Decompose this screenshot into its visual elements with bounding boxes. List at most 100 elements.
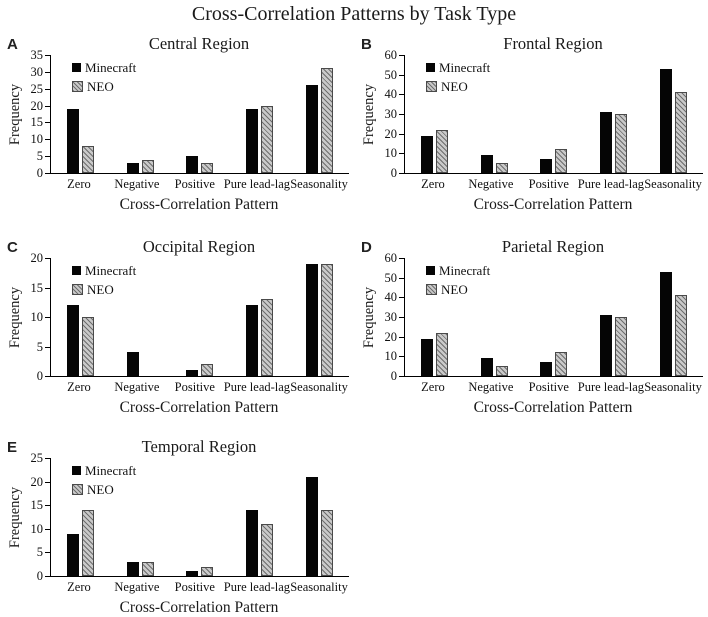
y-tick-label: 35 xyxy=(30,48,44,62)
x-tick-label: Zero xyxy=(421,380,445,394)
x-axis-title: Cross-Correlation Pattern xyxy=(119,599,279,616)
panel-B: B Frontal Region Frequency 60 50 40 30 20 10 0 Min… xyxy=(354,33,708,236)
bar-neo xyxy=(674,295,687,376)
bar-minecraft xyxy=(126,352,139,376)
bar-minecraft xyxy=(305,477,318,576)
bar-group xyxy=(643,258,703,376)
legend-item-minecraft: Minecraft xyxy=(426,58,490,77)
legend: Minecraft NEO xyxy=(426,58,490,96)
y-axis-label-text: Frequency xyxy=(7,286,24,348)
legend-swatch-neo-icon xyxy=(426,284,437,295)
y-tick-mark xyxy=(399,258,404,259)
bar-group xyxy=(584,55,644,173)
bar-minecraft xyxy=(600,315,613,376)
plot-column: Minecraft NEO Zero Negative Positive Pure lea… xyxy=(50,55,349,214)
chart-body: Frequency 25 20 15 10 5 0 Minecraft NEO Zero Negat… xyxy=(8,451,354,617)
x-tick-label: Seasonality xyxy=(290,177,348,191)
y-tick-mark xyxy=(45,346,50,348)
chart-title: Central Region xyxy=(148,34,250,53)
y-tick-label: 10 xyxy=(30,132,44,147)
legend-swatch-minecraft-icon xyxy=(72,266,81,275)
y-tick-label: 60 xyxy=(384,48,398,62)
plot-area: Minecraft NEO xyxy=(404,258,703,377)
y-axis-label-text: Frequency xyxy=(361,83,378,145)
bar-group xyxy=(51,55,111,173)
legend-swatch-minecraft-icon xyxy=(72,63,81,72)
y-tick-mark xyxy=(399,94,404,96)
legend-label: NEO xyxy=(441,78,468,94)
y-tick-label: 50 xyxy=(384,270,398,285)
bar-minecraft xyxy=(305,85,318,173)
bar-minecraft xyxy=(246,109,259,173)
y-tick-label: 15 xyxy=(30,280,44,295)
y-tick-mark xyxy=(45,88,50,90)
legend-label: NEO xyxy=(87,78,114,94)
legend-swatch-minecraft-icon xyxy=(426,266,435,275)
x-tick-label: Positive xyxy=(174,380,215,394)
y-tick-mark xyxy=(399,336,404,338)
y-tick-label: 60 xyxy=(384,251,398,265)
y-tick-mark xyxy=(45,528,50,530)
y-tick-label: 25 xyxy=(30,451,44,465)
bar-group xyxy=(289,258,349,376)
x-tick-label: Zero xyxy=(67,380,91,394)
bar-minecraft xyxy=(186,156,199,173)
y-tick-mark xyxy=(45,552,50,554)
bar-neo xyxy=(495,366,508,376)
bar-minecraft xyxy=(659,272,672,376)
bar-neo xyxy=(141,160,154,173)
y-axis: 35 30 25 20 15 10 5 0 xyxy=(24,48,50,180)
bar-neo xyxy=(555,149,568,173)
x-tick-label: Pure lead-lag xyxy=(223,380,291,394)
y-tick-label: 10 xyxy=(384,146,398,161)
plot-column: Minecraft NEO Zero Negative Positive Pure lea… xyxy=(50,258,349,417)
bar-neo xyxy=(674,92,687,173)
plot-column: Minecraft NEO Zero Negative Positive Pure lea… xyxy=(50,458,349,617)
chart-title: Occipital Region xyxy=(142,237,256,256)
y-tick-label: 10 xyxy=(30,521,44,536)
y-tick-label: 40 xyxy=(384,87,398,102)
y-tick-mark xyxy=(399,173,404,174)
bar-minecraft xyxy=(126,163,139,173)
x-tick-label: Zero xyxy=(421,177,445,191)
bar-neo xyxy=(320,510,333,576)
bar-group xyxy=(643,55,703,173)
bar-neo xyxy=(201,364,214,376)
y-tick-mark xyxy=(45,55,50,56)
x-tick-label: Seasonality xyxy=(290,580,348,594)
panel-letter: B xyxy=(361,36,372,53)
y-tick-label: 20 xyxy=(384,126,398,141)
bar-minecraft xyxy=(186,571,199,576)
bar-minecraft xyxy=(421,136,434,173)
x-tick-label: Negative xyxy=(114,380,160,394)
x-axis-title: Cross-Correlation Pattern xyxy=(473,399,633,416)
bar-neo xyxy=(261,299,274,376)
chart-body: Frequency 60 50 40 30 20 10 0 Minecraft NEO Zero Ne… xyxy=(362,251,708,417)
y-tick-label: 0 xyxy=(36,166,43,180)
panel-letter: D xyxy=(361,239,372,256)
y-tick-mark xyxy=(399,74,404,76)
bar-minecraft xyxy=(540,159,553,173)
x-tick-label: Zero xyxy=(67,177,91,191)
y-tick-mark xyxy=(399,114,404,115)
plot-column: Minecraft NEO Zero Negative Positive Pure lea… xyxy=(404,55,703,214)
bar-group xyxy=(170,458,230,576)
y-tick-mark xyxy=(45,105,50,107)
y-axis: 60 50 40 30 20 10 0 xyxy=(378,251,404,383)
y-tick-mark xyxy=(399,356,404,358)
bar-group xyxy=(230,458,290,576)
bar-group xyxy=(289,55,349,173)
legend-swatch-neo-icon xyxy=(72,81,83,92)
y-tick-label: 25 xyxy=(30,81,44,96)
y-tick-label: 20 xyxy=(384,329,398,344)
legend-item-neo: NEO xyxy=(72,280,136,299)
bar-minecraft xyxy=(67,109,80,173)
bar-minecraft xyxy=(305,264,318,376)
y-axis-label-text: Frequency xyxy=(7,83,24,145)
legend: Minecraft NEO xyxy=(72,261,136,299)
bar-neo xyxy=(436,333,449,376)
legend-label: Minecraft xyxy=(439,262,491,278)
legend-label: NEO xyxy=(441,281,468,297)
bar-neo xyxy=(615,317,628,376)
bar-minecraft xyxy=(126,562,139,576)
